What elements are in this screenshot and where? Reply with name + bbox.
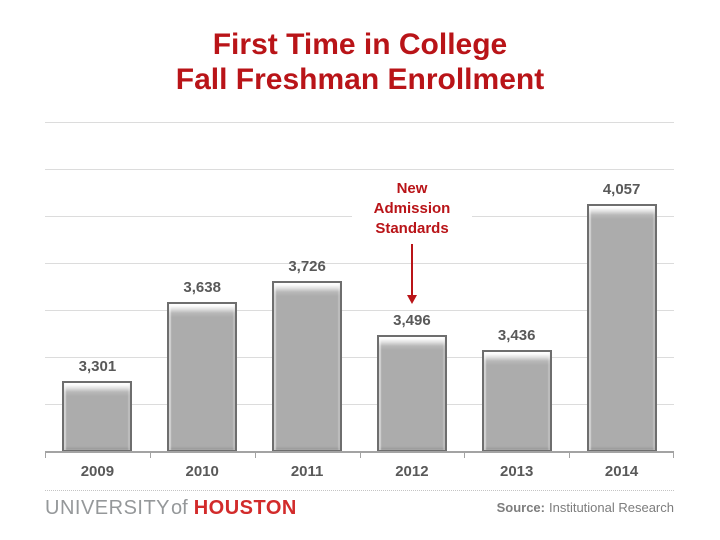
x-axis-label-2013: 2013 <box>500 463 534 480</box>
chart-title: First Time in College Fall Freshman Enrol… <box>0 27 720 97</box>
university-of-houston-logo: UNIVERSITYof HOUSTON <box>45 497 297 520</box>
logo-houston-text: HOUSTON <box>193 497 297 519</box>
x-axis-tick <box>569 452 571 458</box>
source-text: Source: Institutional Research <box>374 500 674 515</box>
x-axis-tick <box>45 452 46 458</box>
x-axis-tick <box>464 452 466 458</box>
gridline-3800 <box>45 263 674 264</box>
logo-of-text: of <box>171 497 188 519</box>
gridline-4200 <box>45 169 674 170</box>
bar-value-label-2011: 3,726 <box>288 258 326 276</box>
x-axis-tick <box>149 452 151 458</box>
x-axis-tick <box>673 452 674 458</box>
annotation-line-1: New <box>396 180 428 197</box>
logo-university-text: UNIVERSITY <box>45 497 171 519</box>
bar-2012 <box>376 335 447 452</box>
footer-divider <box>45 490 674 491</box>
chart-title-line1: First Time in College <box>212 28 508 61</box>
source-value: Institutional Research <box>548 500 674 515</box>
x-axis-label-2010: 2010 <box>185 463 219 480</box>
bar-value-label-2012: 3,496 <box>393 312 431 330</box>
x-axis-label-2012: 2012 <box>395 463 429 480</box>
bar-value-label-2014: 4,057 <box>602 180 641 198</box>
x-axis-label-2009: 2009 <box>80 463 115 480</box>
plot-area: 3,301 3,638 3,726 3,496 3,436 4,057 2009 2010 2… <box>45 122 674 480</box>
bar-value-label-2009: 3,301 <box>78 358 117 376</box>
bar-value-label-2013: 3,436 <box>497 326 536 344</box>
x-axis-label-2014: 2014 <box>604 463 639 480</box>
bar-2014 <box>586 203 657 452</box>
annotation-line-3: Standards <box>375 220 449 237</box>
annotation-line-2: Admission <box>373 200 451 217</box>
annotation-arrow-head-icon <box>407 295 417 304</box>
x-axis-tick <box>254 452 256 458</box>
bar-value-label-2010: 3,638 <box>183 279 221 297</box>
source-label: Source: <box>496 500 545 515</box>
bar-2009 <box>62 381 133 452</box>
x-axis-label-2011: 2011 <box>290 463 324 480</box>
annotation-arrow-line <box>411 244 413 295</box>
bar-2011 <box>272 281 343 452</box>
gridline-3600 <box>45 310 674 311</box>
x-axis-tick <box>359 452 361 458</box>
gridline-4400 <box>45 122 674 123</box>
chart-title-line2: Fall Freshman Enrollment <box>175 63 545 96</box>
gridline-3200 <box>45 404 674 405</box>
annotation-new-admission-standards: New Admission Standards <box>352 179 472 239</box>
bar-2013 <box>481 349 552 452</box>
bar-2010 <box>167 302 238 452</box>
gridline-3400 <box>45 357 674 358</box>
